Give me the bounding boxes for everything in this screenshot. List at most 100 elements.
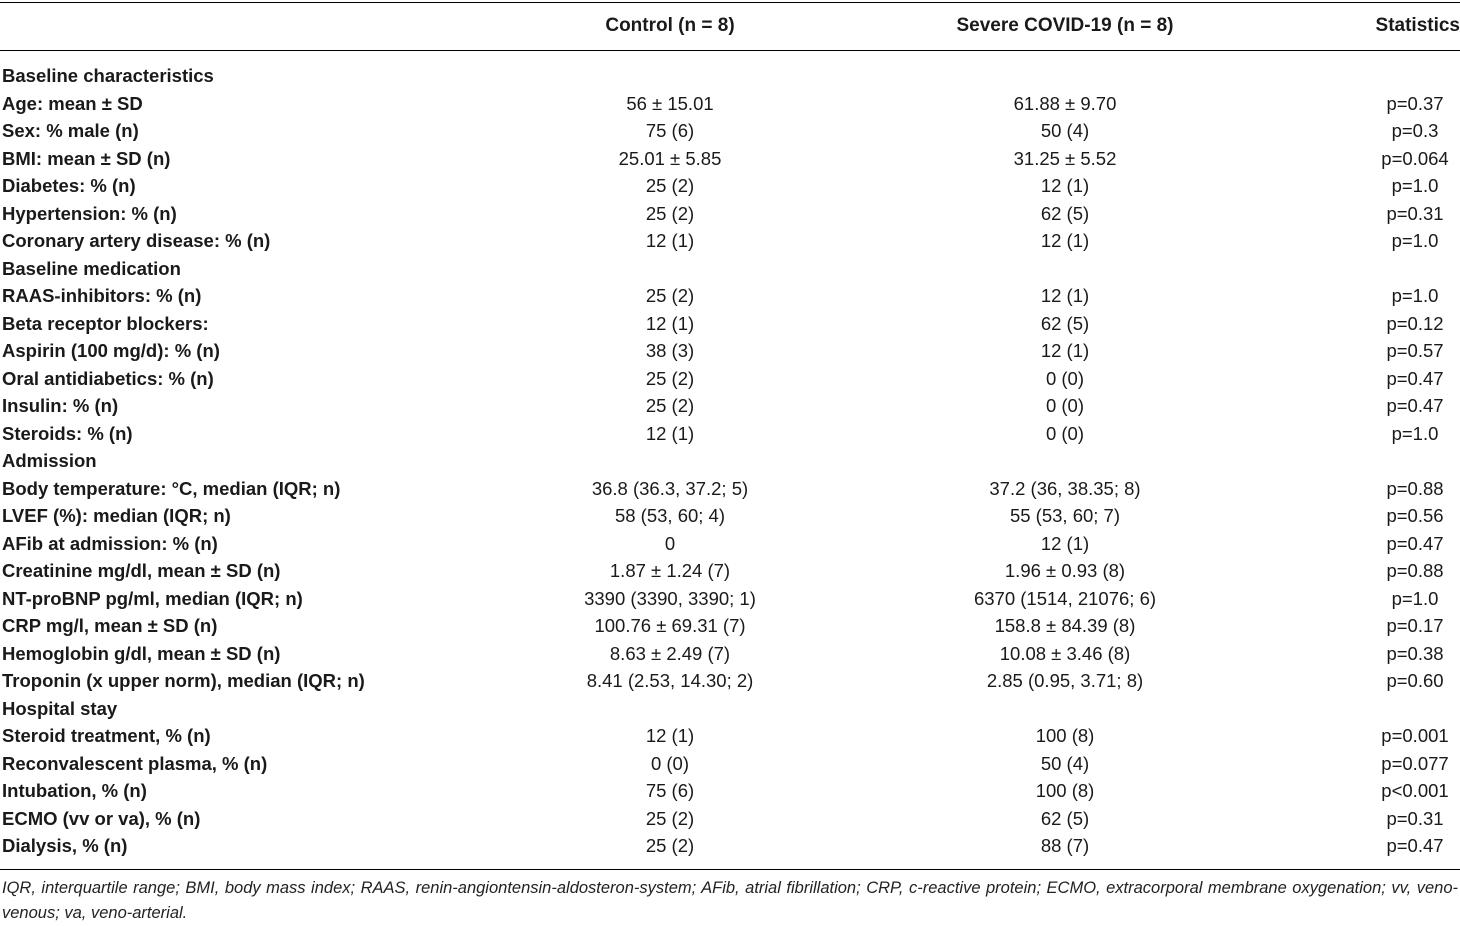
header-severe-covid: Severe COVID-19 (n = 8) — [956, 15, 1174, 36]
cell-control: 12 (1) — [645, 312, 695, 334]
cell-severe-covid: 12 (1) — [1040, 230, 1090, 251]
row-label: Intubation, % (n) — [2, 780, 147, 801]
cell-statistics: p=0.60 — [1386, 670, 1444, 691]
row-label: Creatinine mg/dl, mean ± SD (n) — [2, 560, 281, 581]
table-row: Hemoglobin g/dl, mean ± SD (n) 8.63 ± 2.4… — [0, 640, 1460, 668]
table-row: Aspirin (100 mg/d): % (n) 38 (3) 12 (1) p=0… — [0, 337, 1460, 365]
cell-control: 100.76 ± 69.31 (7) — [594, 615, 746, 636]
table-row: RAAS-inhibitors: % (n) 25 (2) 12 (1) p=1.0 — [0, 282, 1460, 310]
cell-control: 25 (2) — [645, 807, 695, 829]
cell-statistics: p=0.001 — [1381, 725, 1449, 746]
cell-statistics: p=0.56 — [1386, 505, 1444, 526]
row-label: Steroids: % (n) — [2, 422, 133, 444]
cell-control: 12 (1) — [645, 230, 695, 251]
cell-statistics: p=0.37 — [1386, 92, 1444, 114]
cell-control: 25 (2) — [645, 367, 695, 389]
table-row: Dialysis, % (n) 25 (2) 88 (7) p=0.47 — [0, 832, 1460, 860]
cell-statistics: p=0.17 — [1386, 615, 1444, 636]
cell-control: 0 (0) — [650, 752, 690, 774]
cell-severe-covid: 2.85 (0.95, 3.71; 8) — [986, 670, 1144, 691]
cell-severe-covid: 0 (0) — [1045, 367, 1085, 389]
row-label: Coronary artery disease: % (n) — [2, 230, 271, 251]
cell-control: 25 (2) — [645, 202, 695, 224]
row-label: Hemoglobin g/dl, mean ± SD (n) — [2, 642, 281, 664]
section-heading-row: Hospital stay — [0, 695, 1460, 723]
cell-control: 25.01 ± 5.85 — [618, 147, 722, 169]
row-label: NT-proBNP pg/ml, median (IQR; n) — [2, 587, 303, 609]
section-heading: Hospital stay — [2, 697, 118, 719]
table-row: LVEF (%): median (IQR; n) 58 (53, 60; 4) 5… — [0, 502, 1460, 530]
row-label: Diabetes: % (n) — [2, 175, 136, 196]
cell-control: 12 (1) — [645, 422, 695, 444]
table-row: Sex: % male (n) 75 (6) 50 (4) p=0.3 — [0, 117, 1460, 145]
table-header-rule — [0, 50, 1460, 51]
cell-control: 0 — [664, 532, 676, 554]
cell-severe-covid: 61.88 ± 9.70 — [1013, 92, 1117, 114]
cell-control: 3390 (3390, 3390; 1) — [584, 587, 756, 609]
table-row: Beta receptor blockers: 12 (1) 62 (5) p=0.1… — [0, 310, 1460, 338]
table-row: Intubation, % (n) 75 (6) 100 (8) p<0.001 — [0, 777, 1460, 805]
table-row: CRP mg/l, mean ± SD (n) 100.76 ± 69.31 (7… — [0, 612, 1460, 640]
cell-statistics: p=0.064 — [1381, 147, 1449, 169]
cell-control: 25 (2) — [645, 395, 695, 416]
cell-control: 36.8 (36.3, 37.2; 5) — [591, 477, 749, 499]
cell-statistics: p=0.88 — [1386, 560, 1444, 581]
cell-statistics: p=1.0 — [1391, 422, 1439, 444]
cell-statistics: p=0.3 — [1391, 120, 1439, 141]
cell-control: 25 (2) — [645, 175, 695, 196]
cell-severe-covid: 62 (5) — [1040, 807, 1090, 829]
cell-statistics: p=1.0 — [1391, 587, 1439, 609]
cell-statistics: p=0.31 — [1386, 807, 1444, 829]
table-footnote: IQR, interquartile range; BMI, body mass… — [2, 879, 1458, 922]
row-label: Body temperature: °C, median (IQR; n) — [2, 477, 341, 499]
cell-statistics: p=0.47 — [1386, 395, 1444, 416]
table-row: NT-proBNP pg/ml, median (IQR; n) 3390 (33… — [0, 585, 1460, 613]
row-label: ECMO (vv or va), % (n) — [2, 807, 201, 829]
cell-statistics: p=0.12 — [1386, 312, 1444, 334]
cell-statistics: p=0.47 — [1386, 367, 1444, 389]
section-heading: Admission — [2, 450, 97, 471]
cell-severe-covid: 12 (1) — [1040, 285, 1090, 306]
row-label: Aspirin (100 mg/d): % (n) — [2, 340, 220, 361]
cell-statistics: p=0.077 — [1381, 752, 1449, 774]
table-row: AFib at admission: % (n) 0 12 (1) p=0.47 — [0, 530, 1460, 558]
header-statistics: Statistics — [1375, 15, 1460, 36]
cell-statistics: p<0.001 — [1381, 780, 1449, 801]
cell-statistics: p=0.88 — [1386, 477, 1444, 499]
cell-control: 58 (53, 60; 4) — [614, 505, 726, 526]
row-label: Oral antidiabetics: % (n) — [2, 367, 214, 389]
row-label: Sex: % male (n) — [2, 120, 139, 141]
table-row: Troponin (x upper norm), median (IQR; n)… — [0, 667, 1460, 695]
table-top-rule — [0, 2, 1460, 3]
cell-severe-covid: 6370 (1514, 21076; 6) — [973, 587, 1157, 609]
table-row: Diabetes: % (n) 25 (2) 12 (1) p=1.0 — [0, 172, 1460, 200]
cell-control: 75 (6) — [645, 120, 695, 141]
cell-severe-covid: 12 (1) — [1040, 340, 1090, 361]
table-row: ECMO (vv or va), % (n) 25 (2) 62 (5) p=0.31 — [0, 805, 1460, 833]
cell-control: 8.63 ± 2.49 (7) — [609, 642, 731, 664]
cell-statistics: p=0.57 — [1386, 340, 1444, 361]
cell-severe-covid: 100 (8) — [1035, 780, 1095, 801]
cell-severe-covid: 88 (7) — [1040, 835, 1090, 856]
row-label: Hypertension: % (n) — [2, 202, 177, 224]
cell-severe-covid: 100 (8) — [1035, 725, 1095, 746]
cell-severe-covid: 10.08 ± 3.46 (8) — [999, 642, 1131, 664]
cell-severe-covid: 62 (5) — [1040, 312, 1090, 334]
cell-control: 25 (2) — [645, 285, 695, 306]
table-row: Hypertension: % (n) 25 (2) 62 (5) p=0.31 — [0, 200, 1460, 228]
cell-severe-covid: 0 (0) — [1045, 395, 1085, 416]
row-label: Reconvalescent plasma, % (n) — [2, 752, 268, 774]
cell-control: 38 (3) — [645, 340, 695, 361]
row-label: LVEF (%): median (IQR; n) — [2, 505, 231, 526]
table-row: Oral antidiabetics: % (n) 25 (2) 0 (0) p=0.… — [0, 365, 1460, 393]
row-label: Steroid treatment, % (n) — [2, 725, 211, 746]
table-row: Insulin: % (n) 25 (2) 0 (0) p=0.47 — [0, 392, 1460, 420]
section-heading: Baseline medication — [2, 257, 181, 279]
cell-control: 25 (2) — [645, 835, 695, 856]
cell-severe-covid: 1.96 ± 0.93 (8) — [1004, 560, 1126, 581]
section-heading-row: Baseline medication — [0, 255, 1460, 283]
row-label: Beta receptor blockers: — [2, 312, 209, 334]
cell-severe-covid: 55 (53, 60; 7) — [1009, 505, 1121, 526]
cell-statistics: p=1.0 — [1391, 175, 1439, 196]
table-bottom-rule — [0, 869, 1460, 870]
